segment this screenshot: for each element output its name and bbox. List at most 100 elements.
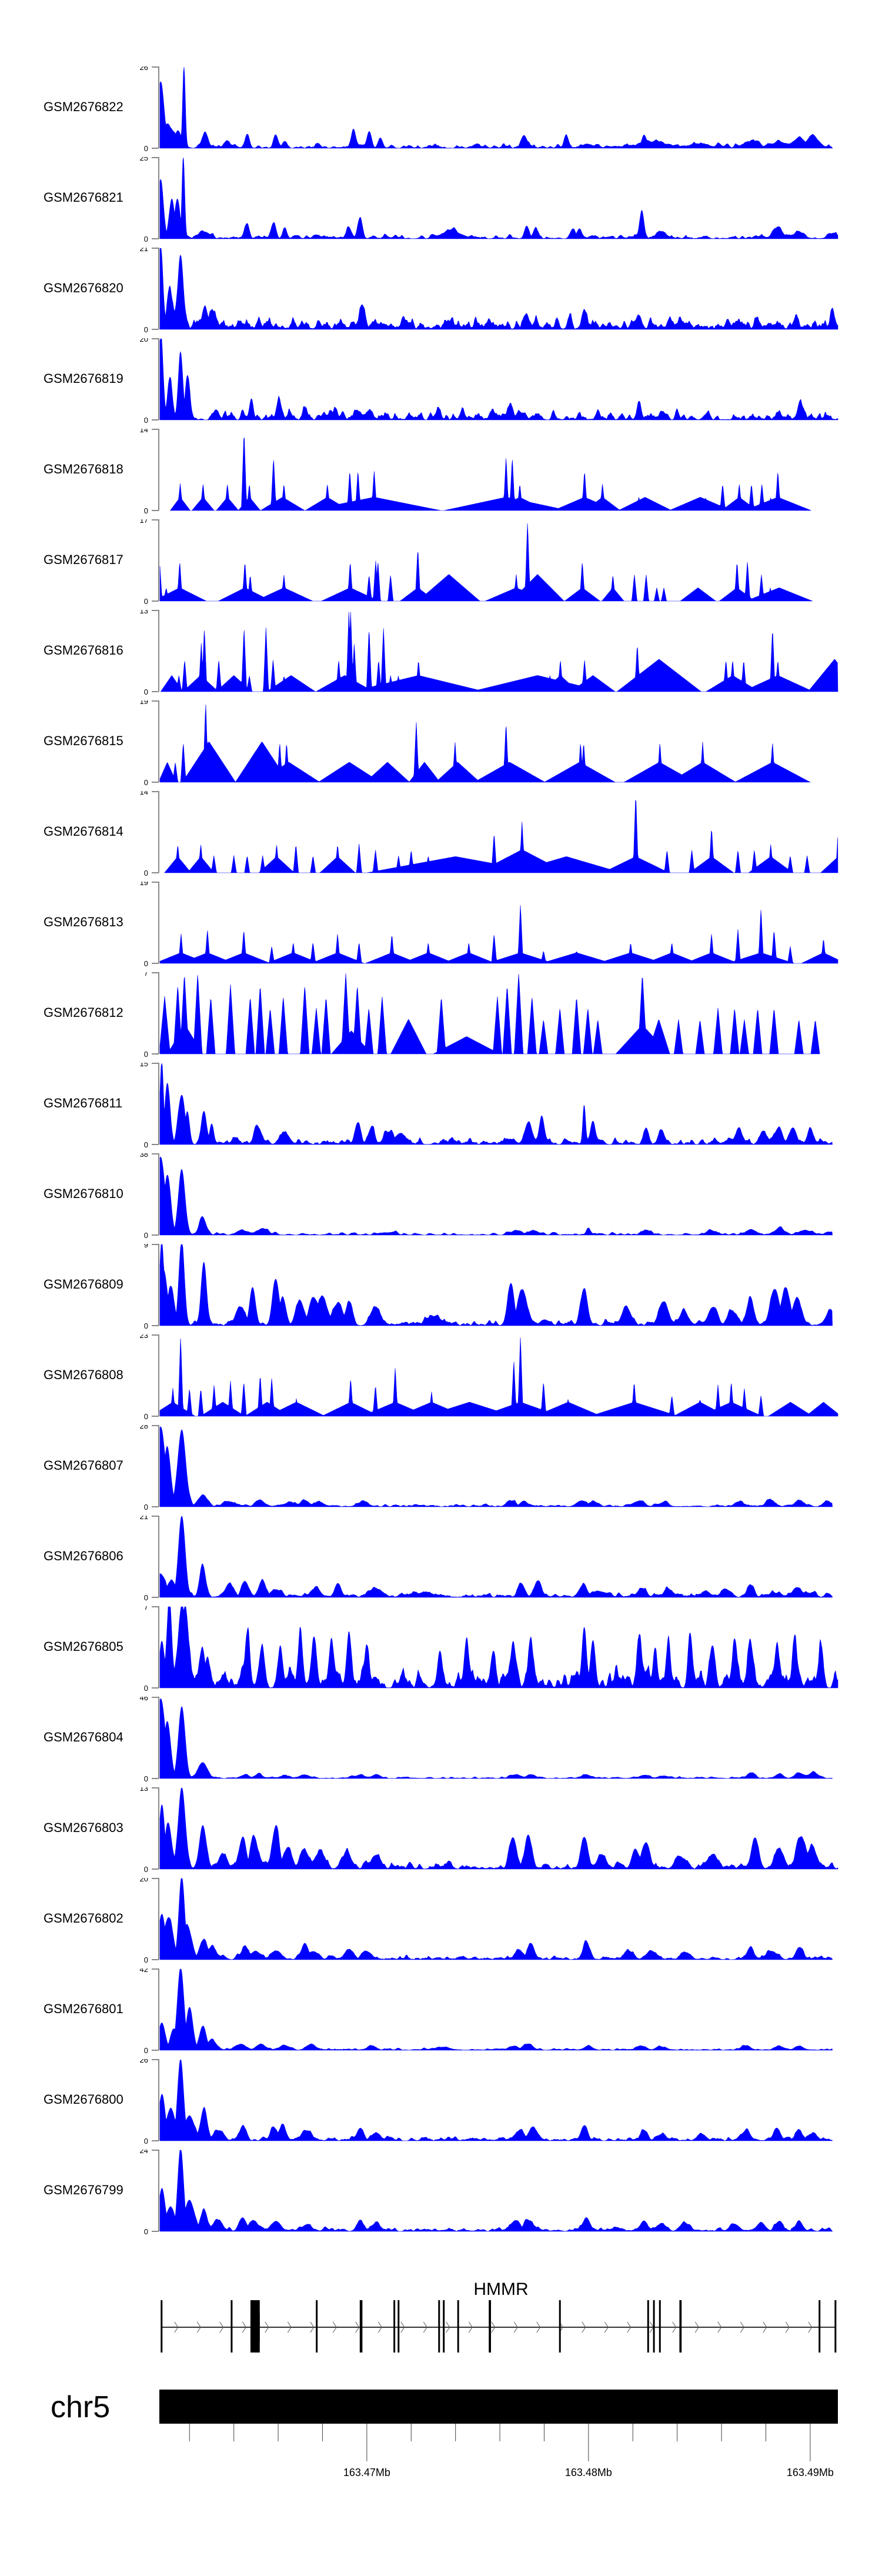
track-plot: 26 0 — [140, 66, 833, 153]
y-max-label: 15 — [140, 1063, 148, 1068]
track-plot: 25 0 — [140, 157, 838, 243]
coverage-area — [159, 157, 838, 239]
strand-arrow-icon — [672, 2321, 677, 2333]
track-label: GSM2676822 — [44, 99, 123, 114]
coverage-area — [159, 1878, 833, 1960]
track-label: GSM2676818 — [44, 462, 123, 476]
track-plot: 19 0 — [140, 700, 811, 787]
coverage-track: GSM2676808 23 0 — [0, 1334, 882, 1425]
y-max-label: 13 — [140, 610, 148, 615]
x-tick-label: 163.49Mb — [787, 2467, 834, 2478]
track-plot: 70 — [144, 972, 820, 1059]
y-zero-label: 0 — [144, 1140, 148, 1149]
coverage-track: GSM2676802 20 0 — [0, 1878, 882, 1968]
y-max-label: 7 — [144, 1606, 148, 1611]
strand-arrow-icon — [446, 2321, 450, 2333]
coverage-area — [159, 1426, 833, 1507]
coverage-track: GSM2676815 19 0 — [0, 700, 882, 791]
coverage-area — [159, 2059, 833, 2141]
track-label: GSM2676814 — [44, 824, 123, 839]
y-max-label: 24 — [140, 2150, 148, 2155]
coverage-area — [159, 1698, 833, 1779]
chromosome-label: chr5 — [51, 2390, 111, 2424]
coverage-track: GSM2676803 13 0 — [0, 1787, 882, 1878]
y-max-label: 38 — [140, 1153, 148, 1159]
y-zero-label: 0 — [144, 778, 148, 787]
exon — [457, 2300, 459, 2353]
track-plot: 23 0 — [140, 1334, 838, 1421]
track-label: GSM2676821 — [44, 190, 123, 205]
exon — [397, 2300, 400, 2353]
track-plot: 42 0 — [140, 1968, 833, 2055]
y-max-label: 42 — [140, 1968, 148, 1974]
strand-arrow-icon — [287, 2321, 292, 2333]
coverage-track: GSM2676800 26 0 — [0, 2059, 882, 2150]
strand-arrow-icon — [242, 2321, 246, 2333]
strand-arrow-icon — [582, 2321, 586, 2333]
y-zero-label: 0 — [144, 1593, 148, 1602]
gene-label: HMMR — [473, 2280, 528, 2299]
coverage-track: GSM2676799 24 0 — [0, 2150, 882, 2240]
y-max-label: 7 — [144, 972, 148, 977]
y-max-label: 26 — [140, 2059, 148, 2064]
y-zero-label: 0 — [144, 2227, 148, 2236]
y-zero-label: 0 — [144, 2137, 148, 2145]
strand-arrow-icon — [332, 2321, 337, 2333]
y-max-label: 13 — [140, 1787, 148, 1793]
coverage-area — [159, 1156, 833, 1236]
y-zero-label: 0 — [144, 688, 148, 696]
y-zero-label: 0 — [144, 144, 148, 153]
y-zero-label: 0 — [144, 1503, 148, 1511]
coverage-area — [159, 973, 820, 1055]
strand-arrow-icon — [423, 2321, 427, 2333]
strand-arrow-icon — [310, 2321, 315, 2333]
exon — [230, 2300, 233, 2353]
coverage-area — [164, 800, 838, 873]
y-max-label: 9 — [144, 1244, 148, 1249]
strand-arrow-icon — [265, 2321, 269, 2333]
strand-arrow-icon — [694, 2321, 699, 2333]
strand-arrow-icon — [627, 2321, 632, 2333]
coverage-track: GSM2676810 38 0 — [0, 1153, 882, 1244]
y-max-label: 14 — [140, 791, 148, 796]
y-max-label: 25 — [140, 157, 148, 162]
track-plot: 26 0 — [140, 2059, 833, 2145]
strand-arrow-icon — [717, 2321, 722, 2333]
coverage-track: GSM2676804 46 0 — [0, 1697, 882, 1787]
coverage-area — [159, 2150, 833, 2232]
track-label: GSM2676810 — [44, 1186, 123, 1201]
track-plot: 19 0 — [140, 882, 838, 968]
y-max-label: 14 — [140, 429, 148, 434]
genome-axis: 163.47Mb 163.48Mb 163.49Mb — [159, 2390, 838, 2478]
coverage-area — [159, 248, 838, 330]
strand-arrow-icon — [785, 2321, 790, 2333]
gene-model-track: HMMR — [161, 2280, 837, 2353]
track-label: GSM2676817 — [44, 552, 123, 567]
chromosome-bar — [159, 2390, 838, 2424]
track-label: GSM2676812 — [44, 1005, 123, 1020]
y-max-label: 19 — [140, 700, 148, 706]
y-zero-label: 0 — [144, 1865, 148, 1874]
coverage-track: GSM2676821 25 0 — [0, 157, 882, 248]
coverage-track: GSM2676809 9 0 — [0, 1244, 882, 1334]
coverage-area — [159, 338, 838, 421]
coverage-area — [159, 1244, 833, 1326]
coverage-track: GSM2676801 42 0 — [0, 1968, 882, 2059]
y-max-label: 21 — [140, 248, 148, 253]
strand-arrow-icon — [377, 2321, 382, 2333]
coverage-area — [159, 66, 833, 149]
y-max-label: 23 — [140, 1334, 148, 1340]
track-plot: 38 0 — [140, 1153, 833, 1240]
y-zero-label: 0 — [144, 1412, 148, 1421]
track-plot: 13 0 — [140, 610, 838, 696]
strand-arrow-icon — [219, 2321, 224, 2333]
y-zero-label: 0 — [144, 869, 148, 877]
strand-arrow-icon — [763, 2321, 767, 2333]
y-max-label: 21 — [140, 1516, 148, 1521]
track-label: GSM2676819 — [44, 371, 123, 386]
exon — [443, 2300, 445, 2353]
coverage-area — [159, 1606, 838, 1689]
x-tick-label: 163.48Mb — [565, 2467, 612, 2478]
strand-arrow-icon — [808, 2321, 813, 2333]
track-label: GSM2676815 — [44, 733, 123, 748]
